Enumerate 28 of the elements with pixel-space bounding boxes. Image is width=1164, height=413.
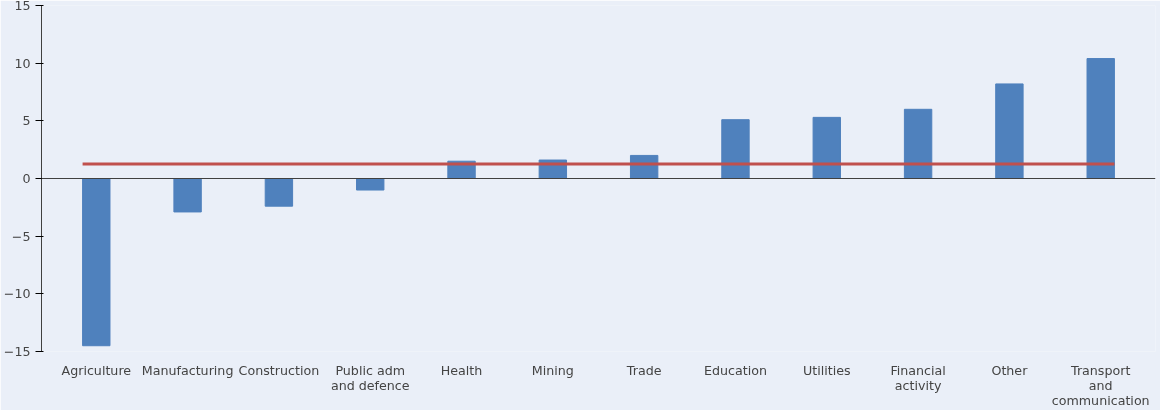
y-tick-label: −10 xyxy=(3,286,31,302)
y-tick-label: −15 xyxy=(3,344,31,359)
x-tick-label: Construction xyxy=(238,362,320,378)
y-tick-label: 15 xyxy=(14,0,31,13)
x-tick-label: Public adm and defence xyxy=(330,362,410,393)
bar xyxy=(82,178,111,347)
x-tick-label: Education xyxy=(703,362,767,378)
y-tick-label: 10 xyxy=(14,55,31,71)
y-tick-label: 5 xyxy=(22,113,31,129)
bar xyxy=(264,178,294,207)
x-tick-label: Other xyxy=(991,362,1029,378)
bar xyxy=(1086,58,1115,179)
x-tick-label: Trade xyxy=(625,362,662,378)
x-tick-label: Utilities xyxy=(802,362,851,378)
y-tick-label: 0 xyxy=(22,171,31,186)
bar xyxy=(173,178,202,213)
x-tick-label: Health xyxy=(440,362,483,378)
x-tick-label: Manufacturing xyxy=(141,362,234,378)
bar xyxy=(903,108,933,179)
x-tick-label: Agriculture xyxy=(61,362,132,378)
bar xyxy=(812,116,841,179)
bar xyxy=(721,119,750,179)
x-tick-label: Mining xyxy=(531,362,574,378)
x-tick-label: Financial activity xyxy=(890,362,946,393)
y-tick-label: −5 xyxy=(11,228,31,244)
bar xyxy=(356,178,385,191)
bar xyxy=(995,83,1024,179)
x-tick-label: Transport and communication xyxy=(1051,362,1150,408)
